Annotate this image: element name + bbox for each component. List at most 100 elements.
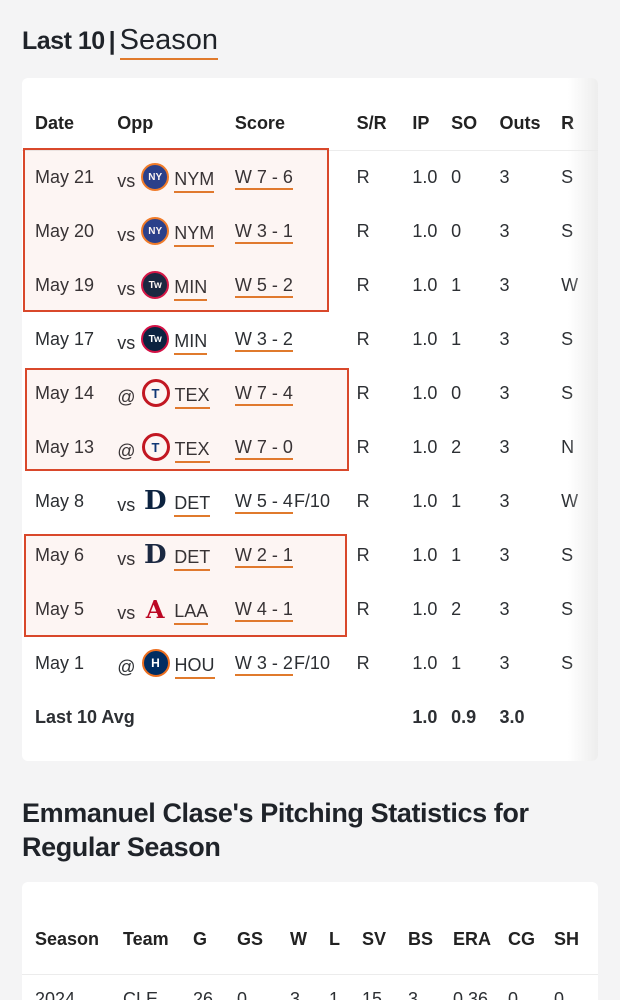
opponent-link[interactable]: MIN (174, 331, 208, 355)
stats-column-header-3[interactable]: GS (237, 882, 290, 975)
rangers-logo: T (141, 433, 170, 461)
stat-sv: 15 (362, 988, 383, 1000)
score-link[interactable]: W 3 - 1 (234, 220, 293, 244)
stats-column-header-5[interactable]: L (329, 882, 362, 975)
strikeouts: 2 (451, 436, 462, 457)
start-relief: R (356, 274, 370, 295)
column-header-2[interactable]: Score (234, 78, 357, 151)
game-opponent: @ T TEX (117, 366, 235, 420)
stats-column-header-7[interactable]: BS (408, 882, 453, 975)
stat-era: 0.36 (453, 988, 489, 1000)
opponent-link[interactable]: MIN (174, 277, 208, 301)
strikeouts: 1 (451, 328, 462, 349)
game-score: W 7 - 0 (234, 420, 357, 474)
opponent-link[interactable]: TEX (174, 439, 210, 463)
stats-column-header-2[interactable]: G (193, 882, 237, 975)
extra-innings: F/10 (293, 652, 330, 673)
innings-pitched: 1.0 (412, 274, 438, 295)
extra-innings: F/10 (293, 490, 330, 511)
stats-column-header-6[interactable]: SV (362, 882, 408, 975)
game-date: May 20 (35, 220, 95, 241)
home-away-prefix: vs (117, 170, 136, 191)
score-link[interactable]: W 5 - 2 (234, 274, 293, 298)
start-relief: R (356, 382, 370, 403)
stats-column-header-10[interactable]: SH (554, 882, 598, 975)
last10-tab[interactable]: Last 10 (22, 27, 105, 55)
stat-l: 1 (329, 988, 340, 1000)
outs: 3 (499, 598, 510, 619)
game-date: May 21 (35, 166, 95, 187)
opponent-link[interactable]: TEX (174, 385, 210, 409)
home-away-prefix: @ (117, 440, 136, 461)
home-away-prefix: @ (117, 386, 136, 407)
outs: 3 (499, 652, 510, 673)
game-opponent: vs NY NYM (117, 204, 235, 258)
score-link[interactable]: W 4 - 1 (234, 598, 293, 622)
innings-pitched: 1.0 (412, 166, 438, 187)
game-score: W 5 - 4F/10 (234, 474, 357, 528)
game-opponent: @ H HOU (117, 636, 235, 690)
start-relief: R (356, 544, 370, 565)
innings-pitched: 1.0 (412, 490, 438, 511)
innings-pitched: 1.0 (412, 328, 438, 349)
stats-header-row: Season Team G GS W L SV BS ERA CG SH (22, 882, 598, 975)
start-relief: R (356, 166, 370, 187)
opponent-link[interactable]: HOU (174, 655, 215, 679)
home-away-prefix: vs (117, 548, 136, 569)
column-header-1[interactable]: Opp (117, 78, 235, 151)
tab-separator: | (108, 27, 116, 55)
rangers-logo: T (141, 379, 170, 407)
column-header-3[interactable]: S/R (356, 78, 413, 151)
innings-pitched: 1.0 (412, 436, 438, 457)
opponent-link[interactable]: LAA (174, 601, 209, 625)
start-relief: R (356, 328, 370, 349)
game-opponent: vs Tw MIN (117, 258, 235, 312)
column-header-0[interactable]: Date (22, 78, 118, 151)
score-link[interactable]: W 3 - 2 (234, 328, 293, 352)
stat-team: CLE (123, 974, 193, 1000)
start-relief: R (356, 436, 370, 457)
mets-logo: NY (141, 217, 170, 245)
outs: 3 (499, 220, 510, 241)
game-date: May 19 (35, 274, 95, 295)
column-header-5[interactable]: SO (451, 78, 500, 151)
game-opponent: vs D DET (117, 474, 235, 528)
score-link[interactable]: W 7 - 0 (234, 436, 293, 460)
average-outs: 3.0 (499, 706, 525, 727)
outs: 3 (499, 166, 510, 187)
strikeouts: 1 (451, 490, 462, 511)
opponent-link[interactable]: DET (174, 547, 211, 571)
stats-column-header-8[interactable]: ERA (453, 882, 508, 975)
stat-season: 2024 (35, 988, 76, 1000)
innings-pitched: 1.0 (412, 382, 438, 403)
opponent-link[interactable]: NYM (174, 223, 215, 247)
stat-cg: 0 (508, 988, 519, 1000)
opponent-link[interactable]: NYM (174, 169, 215, 194)
game-score: W 4 - 1 (234, 582, 357, 636)
strikeouts: 0 (451, 220, 462, 241)
pitching-stats-title: Emmanuel Clase's Pitching Statistics for… (22, 798, 529, 862)
score-link[interactable]: W 7 - 6 (234, 166, 293, 190)
season-tab[interactable]: Season (119, 24, 219, 60)
average-so: 0.9 (451, 706, 477, 727)
home-away-prefix: vs (117, 278, 136, 299)
score-link[interactable]: W 2 - 1 (234, 544, 293, 568)
team-link[interactable]: CLE (123, 988, 159, 1000)
strikeouts: 1 (451, 652, 462, 673)
score-link[interactable]: W 5 - 4 (234, 490, 293, 514)
stats-column-header-9[interactable]: CG (508, 882, 554, 975)
opponent-link[interactable]: DET (174, 493, 211, 517)
column-header-6[interactable]: Outs (499, 78, 562, 151)
column-header-4[interactable]: IP (412, 78, 452, 151)
stats-column-header-4[interactable]: W (290, 882, 329, 975)
score-link[interactable]: W 7 - 4 (234, 382, 293, 406)
score-link[interactable]: W 3 - 2 (234, 652, 293, 676)
stats-column-header-1[interactable]: Team (123, 882, 193, 975)
stats-column-header-0[interactable]: Season (22, 882, 123, 975)
twins-logo: Tw (141, 271, 170, 299)
